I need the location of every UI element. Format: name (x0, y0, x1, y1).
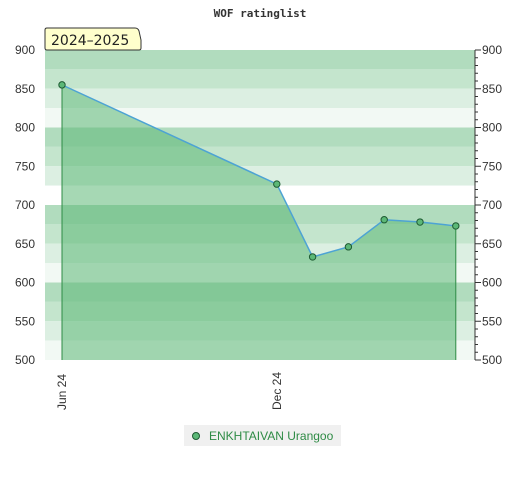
data-point (452, 222, 460, 230)
y-tick-label: 900 (15, 43, 35, 57)
season-badge-box (44, 27, 142, 51)
season-label: 2024–2025 (51, 33, 129, 49)
data-point (416, 218, 424, 226)
chart-title: WOF ratinglist (214, 7, 307, 20)
data-markers (58, 81, 460, 261)
y-tick-label: 850 (15, 82, 35, 96)
x-tick-label: Dec 24 (270, 372, 284, 410)
y-tick-label: 550 (482, 314, 502, 328)
y-tick-label: 700 (482, 198, 502, 212)
y-axis-right: 500 550 600 650 700 750 800 850 900 (474, 43, 502, 367)
y-tick-label: 500 (15, 353, 35, 367)
y-tick-label: 800 (482, 121, 502, 135)
y-tick-label: 600 (15, 276, 35, 290)
data-point (273, 180, 281, 188)
y-tick-label: 750 (15, 159, 35, 173)
legend-marker-icon (192, 431, 200, 440)
x-tick-label: Jun 24 (55, 374, 69, 410)
legend: ENKHTAIVAN Urangoo (184, 425, 342, 446)
y-axis-left: 500 550 600 650 700 750 800 850 900 (15, 43, 35, 367)
grid-band (45, 88, 475, 109)
y-tick-label: 750 (482, 159, 502, 173)
season-badge: 2024–2025 (44, 27, 142, 51)
y-tick-label: 700 (15, 198, 35, 212)
legend-series-label: ENKHTAIVAN Urangoo (209, 428, 334, 443)
y-tick-label: 650 (482, 237, 502, 251)
data-point (308, 253, 317, 261)
grid-band (45, 69, 475, 89)
data-point (380, 216, 388, 224)
data-point (344, 243, 353, 251)
grid-band (45, 50, 475, 70)
x-axis: Jun 24 Dec 24 (55, 372, 284, 410)
data-point (58, 81, 66, 89)
y-tick-label: 500 (482, 353, 502, 367)
y-tick-label: 800 (15, 121, 35, 135)
y-tick-label: 850 (482, 82, 502, 96)
grid-band (45, 108, 475, 128)
y-tick-label: 900 (482, 43, 502, 57)
series-area (62, 84, 456, 360)
y-tick-label: 600 (482, 276, 502, 290)
y-tick-label: 650 (15, 237, 35, 251)
y-tick-label: 550 (15, 314, 35, 328)
